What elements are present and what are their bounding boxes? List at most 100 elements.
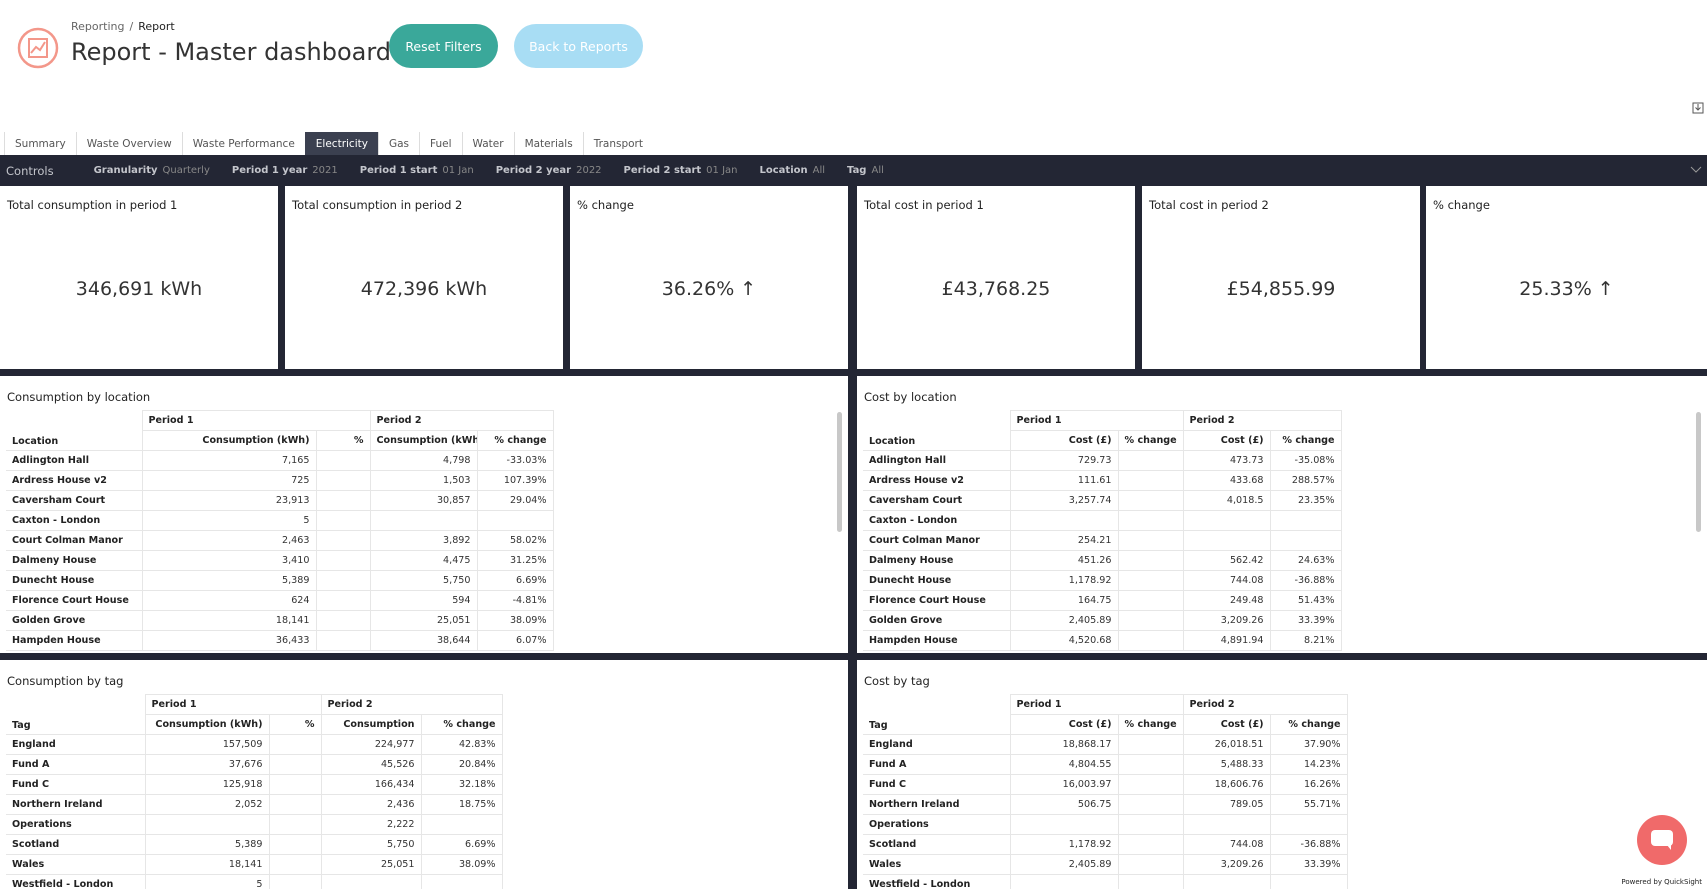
table-cell: 5,389 (141, 570, 317, 591)
control-value: Quarterly (162, 165, 210, 176)
tab[interactable]: Fuel (419, 132, 462, 155)
table-cell: 26,018.51 (1182, 734, 1271, 755)
table-cell: 38.09% (420, 854, 503, 875)
table-cell: 562.42 (1182, 550, 1271, 571)
table-cell: 38.09% (476, 610, 554, 631)
table-cell: 18.75% (420, 794, 503, 815)
table-row: Dalmeny House 3,410 4,475 31.25% (6, 550, 554, 571)
row-label: Ardress House v2 (863, 470, 1011, 491)
table-cell: 4,520.68 (1009, 630, 1119, 651)
kpi-value: 346,691 kWh (75, 278, 203, 300)
table-row: Wales 2,405.89 3,209.26 33.39% (863, 854, 1348, 875)
table-row: Fund C 125,918 166,434 32.18% (6, 774, 503, 795)
tab[interactable]: Gas (377, 132, 419, 155)
row-header: Location (12, 436, 59, 447)
control-item[interactable]: Period 1 start 01 Jan (360, 165, 474, 176)
row-label: Golden Grove (6, 610, 143, 631)
table-cell (1182, 814, 1271, 835)
kpi-panel: Total cost in period 2 £54,855.99 (1142, 186, 1420, 369)
table-cell: 3,892 (369, 530, 478, 551)
control-item[interactable]: Period 2 start 01 Jan (624, 165, 738, 176)
column-header: Consumption (kWh) (144, 714, 270, 735)
download-icon[interactable] (1692, 102, 1704, 114)
panel-title: Cost by location (864, 390, 957, 404)
row-label: Caxton - London (863, 510, 1011, 531)
table-cell: 4,018.5 (1182, 490, 1271, 511)
row-label: Fund C (6, 774, 146, 795)
table-cell (1182, 510, 1271, 531)
control-label: Tag (847, 165, 867, 176)
breadcrumb-link[interactable]: Reporting (71, 20, 125, 33)
group-header: Period 1 (141, 410, 371, 431)
table-cell (315, 590, 371, 611)
table-cell: 5 (144, 874, 270, 889)
control-item[interactable]: Tag All (847, 165, 884, 176)
row-label: Northern Ireland (863, 794, 1011, 815)
column-header: % (315, 430, 371, 451)
tab[interactable]: Water (461, 132, 514, 155)
kpi-title: Total cost in period 2 (1149, 198, 1269, 212)
table-cell: 1,503 (369, 470, 478, 491)
kpi-value: £54,855.99 (1226, 278, 1336, 300)
table-cell (1117, 774, 1184, 795)
control-item[interactable]: Period 2 year 2022 (496, 165, 602, 176)
table-cell (1269, 530, 1342, 551)
tab[interactable]: Electricity (304, 132, 378, 155)
tab[interactable]: Summary (4, 132, 76, 155)
column-header: Cost (£) (1009, 714, 1119, 735)
column-header: Cost (£) (1182, 714, 1271, 735)
back-button[interactable]: Back to Reports (514, 24, 643, 68)
table-cell: 4,804.55 (1009, 754, 1119, 775)
controls-toggle[interactable] (1690, 165, 1702, 175)
table-cell: 25,051 (320, 854, 422, 875)
table-row: Ardress House v2 725 1,503 107.39% (6, 470, 554, 491)
tab[interactable]: Waste Performance (181, 132, 305, 155)
table-cell: 5,750 (369, 570, 478, 591)
control-label: Period 2 start (623, 165, 702, 176)
table-cell: 3,209.26 (1182, 854, 1271, 875)
control-item[interactable]: Period 1 year 2021 (232, 165, 338, 176)
table-row: Westfield - London (863, 874, 1348, 889)
table-cell (476, 510, 554, 531)
control-item[interactable]: Granularity Quarterly (94, 165, 210, 176)
control-item[interactable]: Location All (760, 165, 826, 176)
table-cell: -36.88% (1269, 570, 1342, 591)
table-row: Golden Grove 18,141 25,051 38.09% (6, 610, 554, 631)
control-label: Granularity (93, 165, 158, 176)
tab[interactable]: Transport (582, 132, 653, 155)
panel-title: Consumption by location (7, 390, 151, 404)
row-label: Golden Grove (863, 610, 1011, 631)
table-cell: 33.39% (1269, 610, 1342, 631)
row-header: Tag (869, 720, 888, 731)
table-cell (1117, 794, 1184, 815)
table-cell: 5,488.33 (1182, 754, 1271, 775)
control-label: Period 1 start (359, 165, 438, 176)
kpi-title: Total consumption in period 1 (7, 198, 178, 212)
column-header: Consumption (kWh) (369, 430, 478, 451)
breadcrumb-current: Report (138, 20, 175, 33)
table-cell: 20.84% (420, 754, 503, 775)
table-row: Fund A 4,804.55 5,488.33 14.23% (863, 754, 1348, 775)
table-cell: 32.18% (420, 774, 503, 795)
table-cell (315, 630, 371, 651)
column-header: % change (476, 430, 554, 451)
table-cell: 451.26 (1009, 550, 1119, 571)
table-cell: 3,209.26 (1182, 610, 1271, 631)
kpi-title: % change (1433, 198, 1490, 212)
tab[interactable]: Materials (513, 132, 583, 155)
controls-label[interactable]: Controls (6, 163, 54, 178)
reset-filters-button[interactable]: Reset Filters (389, 24, 498, 68)
row-label: Operations (863, 814, 1011, 835)
row-label: England (6, 734, 146, 755)
table-cell (1269, 510, 1342, 531)
tab[interactable]: Waste Overview (75, 132, 182, 155)
row-label: Adlington Hall (6, 450, 143, 471)
table-cell (1117, 490, 1184, 511)
table-row: Florence Court House 164.75 249.48 51.43% (863, 590, 1342, 611)
table-cell: 2,405.89 (1009, 854, 1119, 875)
table-row: Scotland 1,178.92 744.08 -36.88% (863, 834, 1348, 855)
group-header-row: Tag Period 1 Period 2 (6, 694, 503, 731)
chat-button[interactable] (1637, 815, 1687, 865)
table-row: Caversham Court 23,913 30,857 29.04% (6, 490, 554, 511)
group-header-row: Location Period 1 Period 2 (863, 410, 1342, 447)
